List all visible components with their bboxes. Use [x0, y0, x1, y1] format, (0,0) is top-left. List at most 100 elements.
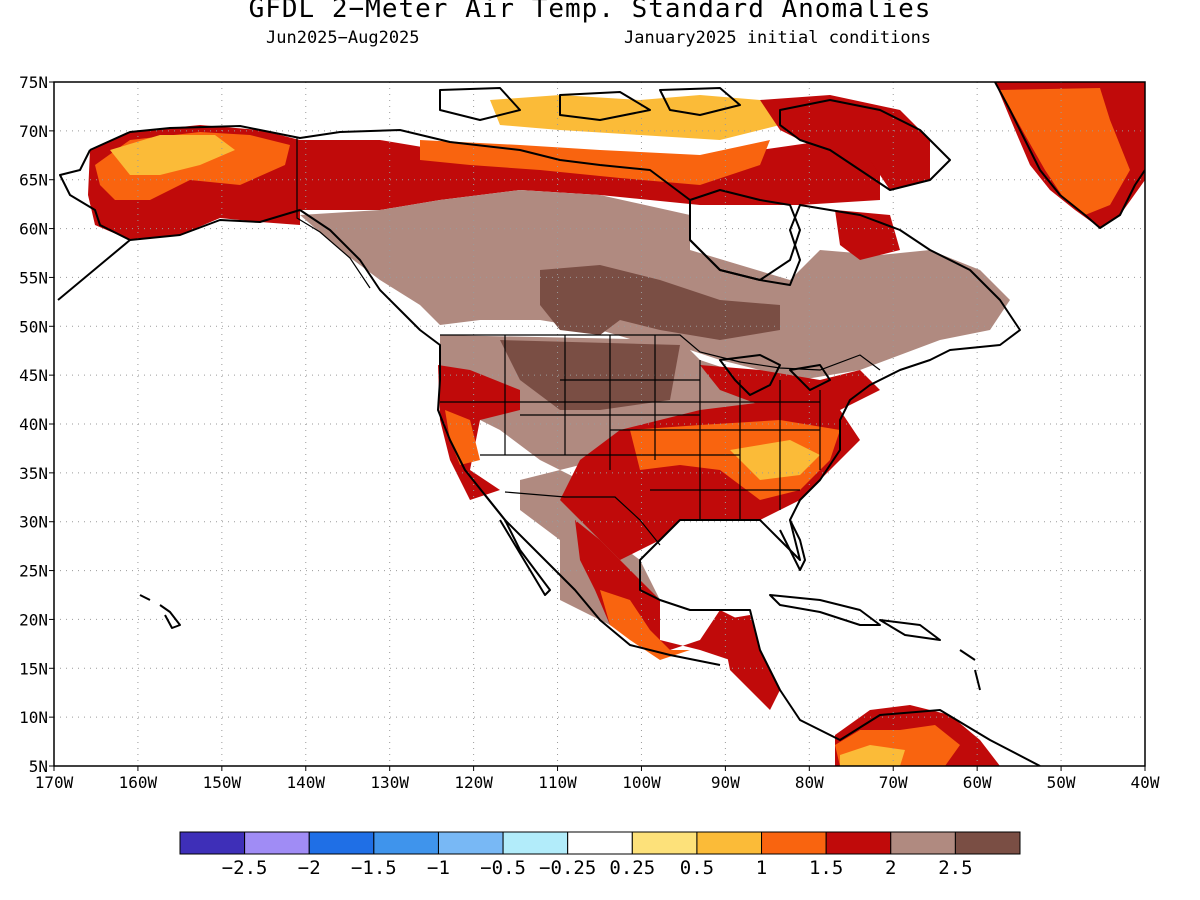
colorbar-label: −0.25	[539, 857, 596, 879]
alaska-peninsula	[57, 239, 131, 301]
colorbar-label: −1.5	[351, 857, 397, 879]
us-northeast-anomaly	[700, 365, 880, 410]
lat-label: 10N	[19, 708, 48, 727]
colorbar-label: 0.25	[609, 857, 655, 879]
lon-label: 60W	[963, 773, 992, 792]
colorbar-label: −2.5	[222, 857, 268, 879]
colorbar-label: 2	[885, 857, 896, 879]
lat-label: 75N	[19, 73, 48, 92]
alaska-canada-border	[296, 138, 371, 289]
lat-label: 30N	[19, 513, 48, 532]
mexico-orange-anomaly	[600, 590, 690, 660]
greenland-coast	[994, 82, 1145, 229]
us-west-anomaly	[438, 365, 520, 500]
california-orange-anomaly	[445, 410, 480, 465]
graticule	[54, 82, 1145, 766]
alaska-arctic-anomaly	[110, 135, 235, 175]
colorbar-swatch	[567, 831, 633, 855]
lat-label: 55N	[19, 268, 48, 287]
coastlines	[57, 82, 1145, 766]
lat-label: 25N	[19, 562, 48, 581]
colorbar-label: 2.5	[938, 857, 972, 879]
baffin-coast	[779, 99, 951, 191]
lon-label: 170W	[35, 773, 74, 792]
colorbar-swatch	[631, 831, 698, 855]
florida-coast	[779, 519, 806, 571]
us-northplains-core-anomaly	[500, 340, 680, 410]
us-mexico-border	[504, 491, 661, 546]
colorbar-swatch	[890, 831, 956, 855]
pacific-coast	[299, 209, 721, 666]
lat-label: 5N	[29, 757, 48, 776]
great-lakes	[719, 354, 831, 396]
lon-label: 90W	[711, 773, 740, 792]
colorbar-label: 0.5	[680, 857, 714, 879]
lon-label: 150W	[203, 773, 242, 792]
colorbar-swatch	[696, 831, 763, 855]
north-america-coast	[89, 125, 1041, 766]
canada-core-anomaly	[540, 265, 780, 340]
political-borders	[296, 138, 881, 546]
hudson-bay-coast	[689, 189, 801, 281]
arctic-orange-anomaly	[420, 140, 770, 185]
colorbar-label: −2	[298, 857, 321, 879]
colorbar-label: 1	[756, 857, 767, 879]
lon-label: 80W	[795, 773, 824, 792]
colorbar-swatch	[954, 831, 1021, 855]
initial-conditions-label: January2025 initial conditions	[624, 28, 932, 48]
colorbar-label: −0.5	[480, 857, 526, 879]
lat-label: 70N	[19, 122, 48, 141]
baffin-anomaly	[760, 95, 930, 190]
lon-label: 140W	[287, 773, 326, 792]
colorbar: −2.5 −2 −1.5 −1 −0.5 −0.25 0.25 0.5 1 1.5 2 2.5	[179, 831, 1021, 879]
lon-label: 70W	[879, 773, 908, 792]
lon-label: 120W	[454, 773, 493, 792]
us-canada-border	[440, 334, 881, 371]
lat-label: 60N	[19, 220, 48, 239]
lon-label: 50W	[1047, 773, 1076, 792]
latitude-axis: 75N 70N 65N 60N 55N 50N 45N 40N 35N 30N 25N 20N 15N 1…	[19, 73, 54, 776]
arctic-islands	[439, 87, 741, 121]
lat-label: 35N	[19, 464, 48, 483]
lat-label: 65N	[19, 171, 48, 190]
colorbar-swatch	[825, 831, 892, 855]
arctic-yellow-anomaly	[490, 95, 780, 140]
lon-label: 110W	[538, 773, 577, 792]
colorbar-label: −1	[427, 857, 450, 879]
hawaii-islands	[139, 594, 181, 629]
colorbar-swatch	[502, 831, 569, 855]
anomaly-fields	[88, 82, 1145, 766]
us-southeast-orange-anomaly	[630, 420, 840, 500]
cuba-coast	[769, 594, 881, 626]
south-america-yellow-anomaly	[840, 745, 905, 766]
lat-label: 20N	[19, 610, 48, 629]
colorbar-swatch	[373, 831, 439, 855]
lon-label: 130W	[370, 773, 409, 792]
map-body	[54, 82, 1145, 766]
colorbar-swatch	[179, 831, 246, 855]
us-state-lines	[440, 335, 821, 520]
lat-label: 40N	[19, 415, 48, 434]
map-title: GFDL 2−Meter Air Temp. Standard Anomalie…	[248, 0, 932, 24]
alaska-coast	[59, 149, 301, 241]
labrador-anomaly	[835, 210, 900, 260]
longitude-axis: 170W 160W 150W 140W 130W 120W 110W 100W 90W 80W 70…	[35, 766, 1160, 792]
lon-label: 160W	[119, 773, 158, 792]
lat-label: 45N	[19, 366, 48, 385]
colorbar-swatch	[761, 831, 827, 855]
greenland-orange-anomaly	[1000, 88, 1130, 215]
caribbean-islands	[879, 619, 981, 691]
season-label: Jun2025−Aug2025	[266, 28, 420, 48]
colorbar-swatch	[437, 831, 504, 855]
colorbar-label: 1.5	[809, 857, 843, 879]
lon-label: 40W	[1131, 773, 1160, 792]
baja-coast	[484, 494, 551, 596]
colorbar-swatch	[308, 831, 375, 855]
colorbar-swatch	[244, 831, 310, 855]
central-america-anomaly	[720, 615, 780, 710]
lon-label: 100W	[622, 773, 661, 792]
lat-label: 50N	[19, 317, 48, 336]
lat-label: 15N	[19, 659, 48, 678]
us-southeast-yellow-anomaly	[730, 440, 820, 480]
